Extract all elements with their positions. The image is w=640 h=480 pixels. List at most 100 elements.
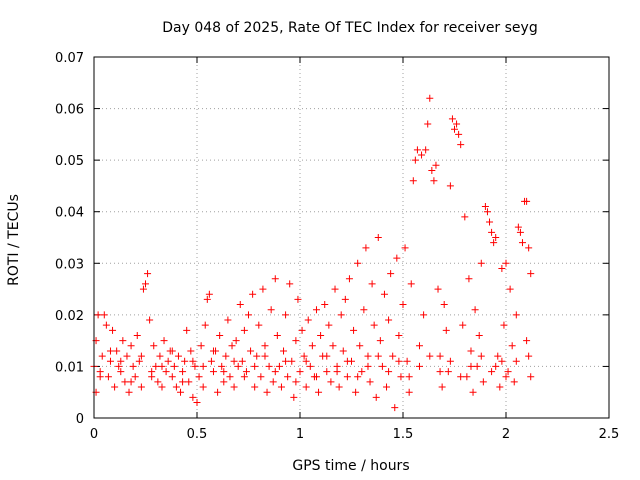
data-point [160, 337, 168, 345]
data-point [253, 352, 261, 360]
data-point [189, 393, 197, 401]
data-point [389, 352, 397, 360]
data-point [323, 368, 331, 376]
data-point [405, 388, 413, 396]
data-point [111, 383, 119, 391]
data-point [113, 347, 121, 355]
data-point [508, 342, 516, 350]
x-tick-label: 2.5 [599, 427, 620, 442]
data-point [463, 373, 471, 381]
data-point [304, 316, 312, 324]
data-point [345, 275, 353, 283]
data-point [354, 259, 362, 267]
x-tick-label: 0 [90, 427, 98, 442]
y-tick-label: 0.02 [55, 309, 84, 324]
y-tick-label: 0 [76, 412, 84, 427]
data-point [502, 373, 510, 381]
data-points [90, 94, 535, 412]
data-point [123, 352, 131, 360]
data-point [401, 244, 409, 252]
data-point [269, 378, 277, 386]
data-point [96, 373, 104, 381]
data-point [424, 120, 432, 128]
data-point [448, 115, 456, 123]
data-point [100, 311, 108, 319]
data-point [179, 368, 187, 376]
data-point [343, 357, 351, 365]
data-point [444, 368, 452, 376]
data-point [446, 182, 454, 190]
data-point [127, 378, 135, 386]
data-point [137, 352, 145, 360]
data-point [230, 383, 238, 391]
y-tick-label: 0.03 [55, 257, 84, 272]
grid-lines [94, 57, 609, 418]
x-tick-label: 2 [502, 427, 510, 442]
data-point [354, 373, 362, 381]
data-point [117, 368, 125, 376]
data-point [261, 352, 269, 360]
data-point [527, 270, 535, 278]
data-point [415, 362, 423, 370]
data-point [185, 378, 193, 386]
data-point [510, 378, 518, 386]
data-point [282, 311, 290, 319]
data-point [407, 280, 415, 288]
data-point [385, 316, 393, 324]
data-point [104, 373, 112, 381]
data-point [494, 352, 502, 360]
data-point [378, 362, 386, 370]
data-point [385, 368, 393, 376]
data-point [306, 362, 314, 370]
data-point [156, 352, 164, 360]
data-point [506, 285, 514, 293]
data-point [469, 388, 477, 396]
data-point [415, 342, 423, 350]
x-axis-label: GPS time / hours [292, 458, 409, 474]
data-point [216, 331, 224, 339]
data-point [203, 295, 211, 303]
data-point [284, 373, 292, 381]
data-point [333, 368, 341, 376]
data-point [234, 362, 242, 370]
data-point [181, 357, 189, 365]
data-point [207, 357, 215, 365]
data-point [273, 331, 281, 339]
x-tick-label: 1 [296, 427, 304, 442]
data-point [380, 290, 388, 298]
data-point [158, 383, 166, 391]
data-point [473, 362, 481, 370]
data-point [230, 357, 238, 365]
data-point [214, 388, 222, 396]
plot-frame [93, 56, 610, 419]
data-point [457, 141, 465, 149]
data-point [168, 347, 176, 355]
data-point [294, 295, 302, 303]
data-point [418, 151, 426, 159]
data-point [308, 342, 316, 350]
data-point [146, 316, 154, 324]
data-point [300, 352, 308, 360]
data-point [271, 368, 279, 376]
data-point [296, 368, 304, 376]
data-point [224, 316, 232, 324]
data-point [516, 228, 524, 236]
data-point [129, 362, 137, 370]
data-point [339, 347, 347, 355]
data-point [525, 244, 533, 252]
data-point [238, 357, 246, 365]
data-point [158, 362, 166, 370]
x-tick-label: 1.5 [393, 427, 414, 442]
data-point [479, 378, 487, 386]
data-point [259, 285, 267, 293]
data-point [331, 285, 339, 293]
data-point [179, 378, 187, 386]
data-point [152, 362, 160, 370]
data-point [442, 326, 450, 334]
data-point [263, 388, 271, 396]
data-point [218, 362, 226, 370]
data-point [148, 373, 156, 381]
data-point [292, 337, 300, 345]
data-point [302, 383, 310, 391]
data-point [525, 352, 533, 360]
